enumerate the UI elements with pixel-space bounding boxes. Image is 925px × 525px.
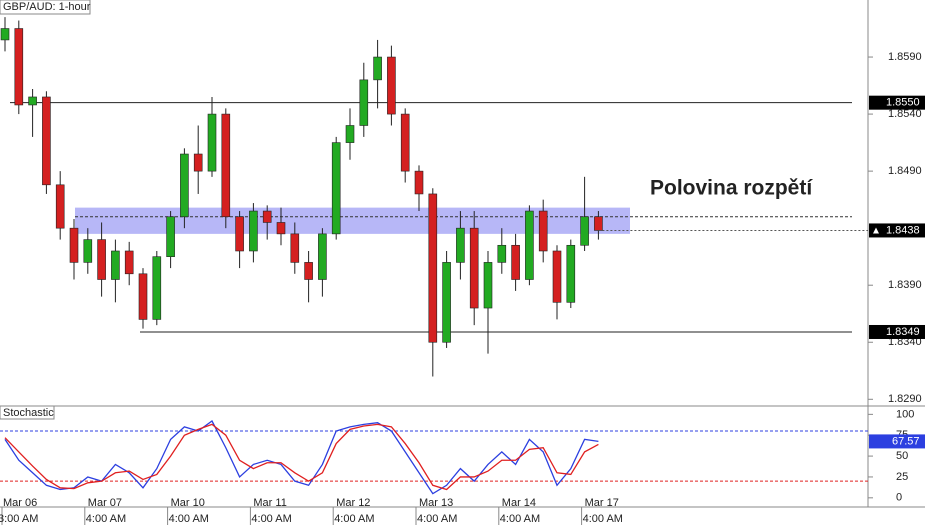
candle-body	[511, 244, 520, 280]
indicator-title-box	[0, 405, 55, 420]
y-tick-label: 1.8490	[888, 165, 922, 177]
y-tick-label: 1.8340	[888, 336, 922, 348]
candle-body	[180, 153, 189, 218]
candle-body	[193, 153, 203, 172]
x-tick-date: Mar 13	[419, 497, 453, 509]
y-tick-label: 100	[896, 408, 914, 420]
value-label: 67.57	[892, 435, 920, 447]
candle-body	[276, 222, 286, 235]
x-tick-date: Mar 07	[88, 497, 122, 509]
candle-body	[262, 210, 272, 223]
x-tick-date: Mar 12	[336, 497, 370, 509]
candle-body	[111, 250, 120, 280]
candle-body	[28, 96, 37, 106]
y-tick-label: 50	[896, 450, 908, 462]
annotation: Polovina rozpětí	[650, 177, 813, 200]
y-tick-label: 1.8290	[888, 393, 922, 405]
candle-body	[538, 210, 548, 252]
candle-body	[83, 239, 93, 263]
chart-title: GBP/AUD: 1-hour	[3, 1, 91, 13]
candle-body	[331, 142, 341, 235]
y-tick-label: 1.8590	[888, 51, 922, 63]
candle-body	[594, 216, 603, 231]
stochastic-line	[4, 420, 599, 495]
candle-body	[400, 113, 410, 172]
candle-body	[290, 233, 300, 263]
y-tick-label: 1.8540	[888, 108, 922, 120]
title-box	[0, 0, 91, 15]
x-tick-date: Mar 14	[502, 497, 536, 509]
x-tick-date: Mar 11	[253, 497, 286, 509]
value-box	[869, 434, 925, 449]
candle-body	[14, 28, 24, 106]
candle-body	[483, 262, 493, 309]
candle-body	[249, 210, 258, 252]
x-tick-date: Mar 06	[3, 497, 37, 509]
x-tick-date: Mar 17	[585, 497, 619, 509]
candle-body	[566, 244, 576, 303]
level-label: 1.8550	[886, 97, 920, 109]
candle-body	[580, 216, 589, 246]
candle-body	[207, 113, 217, 172]
y-tick-label: 0	[896, 492, 902, 504]
x-tick-time: 4:00 AM	[86, 513, 126, 525]
candle-body	[525, 210, 534, 280]
indicator-title: Stochastic	[3, 407, 54, 419]
x-tick-time: 4:00 AM	[417, 513, 457, 525]
last-price-box	[869, 223, 925, 238]
last-price-arrow	[873, 227, 879, 234]
x-tick-time: 4:00 AM	[334, 513, 374, 525]
candle-body	[97, 239, 106, 280]
candle-body	[373, 56, 382, 81]
x-tick-time: 4:00 AM	[500, 513, 540, 525]
level-label-box	[869, 324, 925, 339]
x-tick-time: 3:00 AM	[0, 513, 38, 525]
candle-body	[318, 233, 327, 280]
x-tick-time: 4:00 AM	[251, 513, 291, 525]
candle-body	[552, 250, 562, 303]
candle-body	[428, 193, 438, 343]
level-label: 1.8349	[886, 326, 920, 338]
last-price-label: 1.8438	[886, 224, 920, 236]
candle-body	[69, 227, 79, 263]
candle-body	[138, 273, 148, 320]
y-tick-label: 25	[896, 471, 908, 483]
level-label-box	[869, 95, 925, 110]
candle-body	[42, 96, 51, 186]
x-tick-time: 4:00 AM	[583, 513, 623, 525]
x-tick-date: Mar 10	[171, 497, 205, 509]
candle-body	[166, 216, 175, 257]
candle-body	[152, 256, 162, 320]
candle-body	[387, 56, 396, 115]
candle-body	[442, 262, 451, 343]
candle-body	[414, 170, 424, 195]
candle-body	[497, 244, 507, 263]
candle-body	[235, 216, 244, 252]
candle-body	[456, 227, 465, 263]
stochastic-line	[4, 423, 599, 491]
candle-body	[345, 125, 355, 143]
candle-body	[359, 79, 369, 126]
candle-body	[124, 250, 134, 275]
y-tick-label: 1.8390	[888, 279, 922, 291]
candle-body	[469, 227, 479, 309]
candle-body	[221, 113, 231, 218]
candle-body	[0, 28, 10, 41]
x-tick-time: 4:00 AM	[169, 513, 209, 525]
candle-body	[304, 262, 313, 280]
candle-body	[55, 184, 65, 229]
